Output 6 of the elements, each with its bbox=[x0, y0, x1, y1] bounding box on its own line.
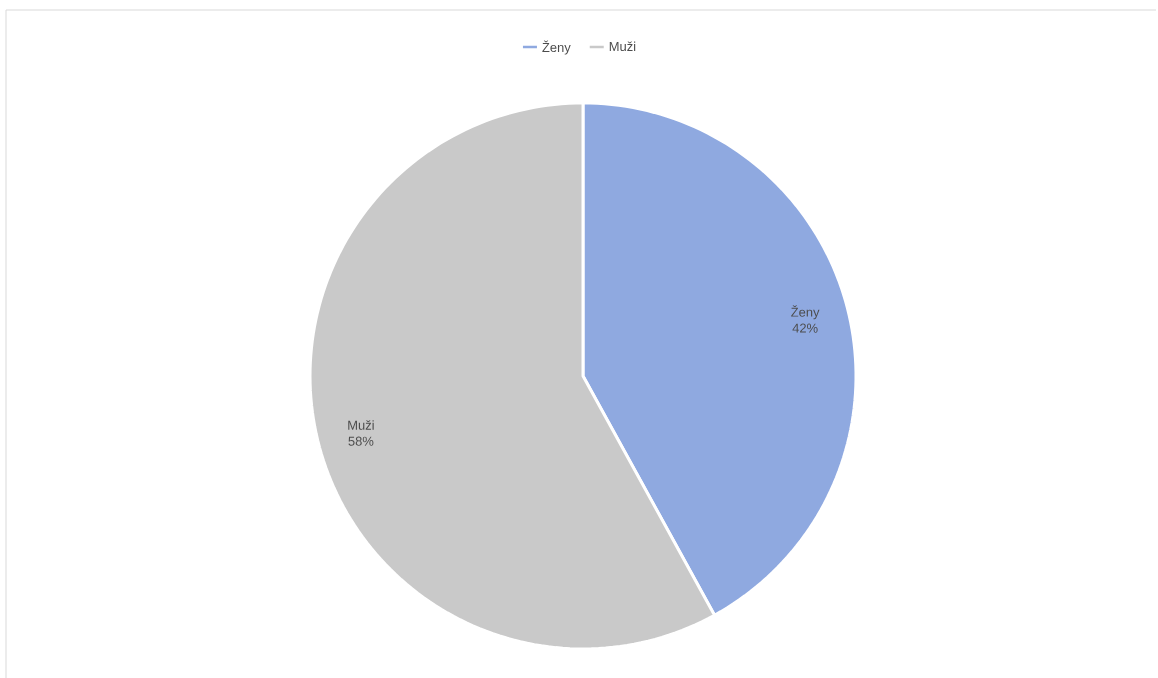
slice-label: Muži bbox=[348, 420, 374, 430]
data-label: 58% bbox=[348, 436, 374, 446]
legend-label: Ženy bbox=[542, 40, 571, 55]
data-label: 42% bbox=[792, 323, 818, 333]
legend-label: Muži bbox=[609, 41, 636, 52]
slice-label: Ženy bbox=[791, 305, 820, 320]
